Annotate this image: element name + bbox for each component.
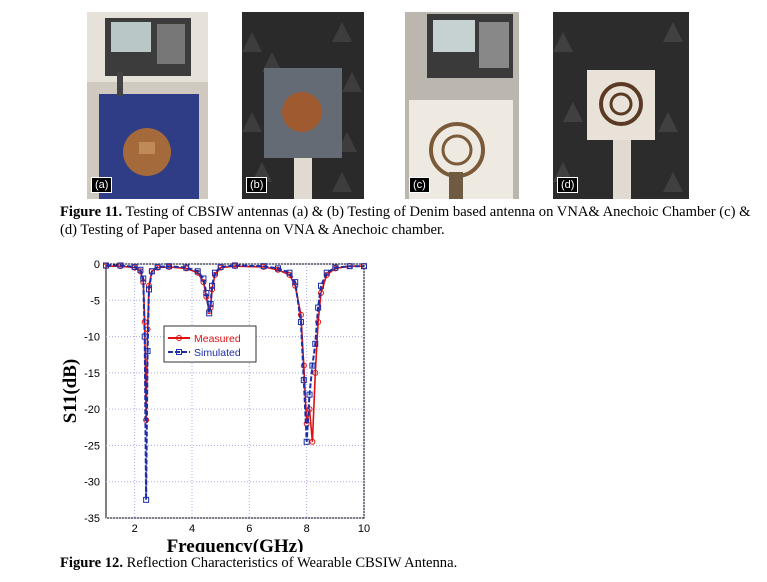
y-axis-label: S11(dB) [60,359,81,423]
photo-paper-antenna-anechoic [553,12,689,199]
data-point-simulated [194,268,201,275]
data-point-simulated [146,286,152,293]
data-point-simulated [260,263,267,270]
data-point-simulated [103,262,109,269]
y-tick-label: -30 [84,477,100,489]
legend-label: Simulated [194,347,241,359]
data-point-simulated [117,262,124,269]
figure-11-caption: Figure 11. Testing of CBSIW antennas (a)… [60,203,760,239]
photo-label: (b) [246,177,268,193]
photo-d: (d) [553,12,689,199]
legend-marker [176,335,182,341]
x-tick-label: 4 [189,523,195,535]
y-tick-label: -5 [90,295,100,307]
photo-denim-antenna-anechoic [242,12,364,199]
data-point-simulated [309,362,316,369]
figure-12-caption: Figure 12. Reflection Characteristics of… [60,554,457,572]
photo-label: (a) [91,177,113,193]
data-point-simulated [206,310,213,317]
photo-denim-antenna-vna [87,12,208,199]
y-tick-label: -15 [84,368,100,380]
photo-paper-antenna-vna [405,12,519,199]
y-tick-label: 0 [94,259,100,271]
x-tick-label: 10 [358,523,370,535]
data-point-simulated [346,263,353,270]
data-point-measured [312,369,319,376]
photo-label: (c) [409,177,430,193]
caption-label: Figure 11. [60,204,123,220]
data-point-simulated [183,264,190,271]
data-point-simulated [137,266,144,273]
data-point-measured [309,438,316,445]
data-point-simulated [203,290,210,297]
data-point-simulated [166,263,173,270]
legend-label: Measured [194,333,241,345]
data-point-simulated [144,348,151,355]
data-point-measured [200,279,207,286]
x-tick-label: 6 [246,523,252,535]
data-point-simulated [140,275,147,282]
photo-label: (d) [557,177,579,193]
data-point-simulated [200,275,207,282]
data-point-simulated [131,263,138,270]
data-point-simulated [315,304,322,311]
caption-text: Reflection Characteristics of Wearable C… [122,555,458,571]
x-tick-label: 2 [132,523,138,535]
caption-label: Figure 12. [60,555,123,571]
photo-c: (c) [405,12,519,199]
data-point-simulated [211,269,218,276]
legend-box [163,325,257,363]
x-axis-label: Frequency(GHz) [167,536,304,552]
y-tick-label: -35 [84,513,100,525]
data-point-measured [315,319,322,326]
photo-b: (b) [242,12,364,199]
caption-text: Testing of CBSIW antennas (a) & (b) Test… [60,204,751,238]
data-point-simulated [217,263,224,270]
photo-a: (a) [87,12,208,199]
x-tick-label: 8 [304,523,310,535]
data-point-simulated [297,319,304,326]
data-point-simulated [141,333,148,340]
data-point-simulated [148,268,155,275]
data-point-simulated [143,496,150,503]
y-tick-label: -10 [84,332,100,344]
data-point-simulated [318,282,324,289]
data-point-simulated [286,269,293,276]
data-point-simulated [154,263,161,270]
data-point-simulated [312,340,319,347]
data-point-simulated [275,265,281,272]
data-point-simulated [361,263,367,270]
data-point-simulated [232,262,238,269]
data-point-simulated [292,279,299,286]
data-point-simulated [300,377,307,384]
data-point-simulated [306,391,313,398]
data-point-simulated [303,438,310,445]
series-line-simulated [106,264,364,500]
data-point-simulated [323,269,330,276]
legend-marker [176,349,182,355]
s11-chart: 2 4 6 8 10 0 -5 -10 -15 -20 -25 -30 -35 Frequency(GHz… [60,259,370,552]
data-point-simulated [207,300,214,307]
data-point-simulated [332,264,339,271]
data-point-simulated [209,282,216,289]
y-tick-label: -25 [84,440,100,452]
y-tick-label: -20 [84,404,100,416]
